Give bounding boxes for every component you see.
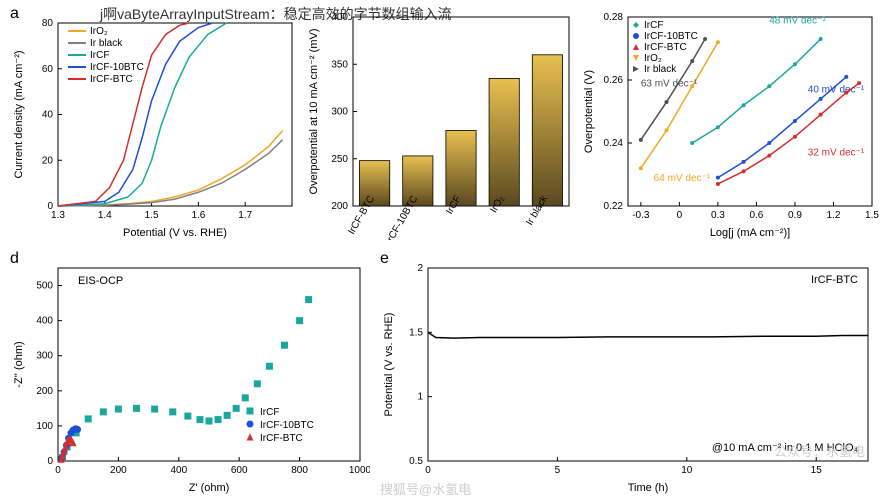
- bar: [532, 55, 562, 206]
- svg-text:IrCF-10BTC: IrCF-10BTC: [90, 62, 144, 73]
- svg-text:0.28: 0.28: [604, 12, 624, 23]
- svg-text:300: 300: [331, 107, 348, 118]
- svg-text:IrCF-BTC: IrCF-BTC: [811, 274, 858, 286]
- svg-text:-0.3: -0.3: [632, 210, 650, 221]
- series-line: [58, 23, 226, 206]
- svg-text:1.3: 1.3: [51, 210, 65, 221]
- svg-text:1.5: 1.5: [865, 210, 879, 221]
- svg-text:300: 300: [36, 351, 53, 362]
- series-line: [58, 23, 189, 206]
- svg-text:60: 60: [42, 64, 54, 75]
- svg-text:200: 200: [331, 201, 348, 212]
- svg-text:400: 400: [36, 316, 53, 327]
- svg-text:Z' (ohm): Z' (ohm): [189, 482, 230, 494]
- svg-text:1.4: 1.4: [98, 210, 112, 221]
- svg-text:0.9: 0.9: [788, 210, 802, 221]
- svg-text:1.6: 1.6: [191, 210, 205, 221]
- stability-trace: [428, 332, 868, 338]
- watermark-bottom: 搜狐号@水氢电: [380, 479, 471, 498]
- svg-text:800: 800: [291, 465, 308, 476]
- svg-text:0: 0: [677, 210, 683, 221]
- svg-text:Overpotential (V): Overpotential (V): [583, 70, 595, 153]
- svg-text:0: 0: [47, 456, 53, 467]
- watermark-right: 公众号：水氢电: [774, 441, 865, 460]
- svg-text:600: 600: [231, 465, 248, 476]
- svg-text:1: 1: [417, 392, 423, 403]
- svg-text:48 mV dec⁻¹: 48 mV dec⁻¹: [769, 15, 826, 26]
- svg-text:IrCF-10BTC: IrCF-10BTC: [644, 31, 698, 42]
- svg-text:0: 0: [425, 465, 431, 476]
- svg-text:IrCF-BTC: IrCF-BTC: [90, 74, 133, 85]
- svg-text:64 mV dec⁻¹: 64 mV dec⁻¹: [654, 173, 711, 184]
- svg-text:1.7: 1.7: [238, 210, 252, 221]
- svg-text:80: 80: [42, 18, 54, 29]
- svg-text:0.26: 0.26: [604, 75, 624, 86]
- panel-a-label: a: [10, 5, 19, 23]
- svg-text:350: 350: [331, 59, 348, 70]
- svg-text:250: 250: [331, 154, 348, 165]
- svg-text:100: 100: [36, 421, 53, 432]
- svg-text:0.6: 0.6: [749, 210, 763, 221]
- svg-text:1.5: 1.5: [145, 210, 159, 221]
- svg-text:IrCF-BTC: IrCF-BTC: [644, 42, 687, 53]
- series-line: [58, 131, 283, 206]
- svg-text:0.22: 0.22: [604, 201, 624, 212]
- svg-text:Current density (mA cm⁻²): Current density (mA cm⁻²): [13, 50, 25, 178]
- svg-text:0.24: 0.24: [604, 138, 624, 149]
- svg-text:Time (h): Time (h): [628, 482, 669, 494]
- svg-text:10: 10: [681, 465, 693, 476]
- svg-text:400: 400: [170, 465, 187, 476]
- svg-text:400: 400: [331, 12, 348, 23]
- series-line: [58, 140, 283, 206]
- svg-text:Ir black: Ir black: [524, 193, 550, 227]
- svg-text:IrO₂: IrO₂: [90, 26, 108, 37]
- bar: [489, 78, 519, 206]
- svg-text:5: 5: [555, 465, 561, 476]
- svg-text:1.2: 1.2: [827, 210, 841, 221]
- panel-b: 200 250 300 350 400 Overpotential at 10 mA cm…: [305, 5, 575, 240]
- svg-text:Ir black: Ir black: [644, 64, 677, 75]
- svg-text:0.3: 0.3: [711, 210, 725, 221]
- svg-text:500: 500: [36, 281, 53, 292]
- panel-e-label: e: [380, 250, 389, 268]
- svg-text:40 mV dec⁻¹: 40 mV dec⁻¹: [808, 85, 865, 96]
- svg-text:-Z'' (ohm): -Z'' (ohm): [13, 341, 25, 387]
- bar: [446, 130, 476, 206]
- svg-text:20: 20: [42, 155, 54, 166]
- svg-text:1000: 1000: [349, 465, 370, 476]
- svg-text:200: 200: [36, 386, 53, 397]
- svg-text:Overpotential at 10 mA cm⁻² (m: Overpotential at 10 mA cm⁻² (mV): [308, 29, 320, 195]
- svg-text:Log[j (mA cm⁻²)]: Log[j (mA cm⁻²)]: [710, 227, 790, 239]
- svg-text:40: 40: [42, 110, 54, 121]
- panel-c: -0.3 0 0.3 0.6 0.9 1.2 1.5 0.22 0.24 0.26 0.28 Log[…: [580, 5, 880, 240]
- svg-text:Ir black: Ir black: [90, 38, 123, 49]
- svg-text:Potential (V vs. RHE): Potential (V vs. RHE): [383, 313, 395, 417]
- svg-text:200: 200: [110, 465, 127, 476]
- panel-a: a 1.3 1.4 1.5 1.6 1.7 0 20 40 60 80 Potential (V v…: [10, 5, 300, 240]
- svg-text:0: 0: [55, 465, 61, 476]
- tafel-line: [718, 83, 859, 184]
- panel-d-label: d: [10, 250, 19, 268]
- svg-text:0: 0: [47, 201, 53, 212]
- svg-text:2: 2: [417, 263, 423, 274]
- svg-text:IrCF-10BTC: IrCF-10BTC: [260, 420, 314, 431]
- svg-text:Potential (V vs. RHE): Potential (V vs. RHE): [123, 227, 227, 239]
- svg-text:63 mV dec⁻¹: 63 mV dec⁻¹: [641, 78, 698, 89]
- svg-text:IrCF: IrCF: [90, 50, 109, 61]
- svg-text:1.5: 1.5: [409, 327, 423, 338]
- svg-text:15: 15: [811, 465, 823, 476]
- svg-text:IrO₂: IrO₂: [644, 53, 662, 64]
- panel-d: d 0 200 400 600 800 1000 0 100 200 300 400 500 Z' (o…: [10, 250, 370, 495]
- svg-text:EIS-OCP: EIS-OCP: [78, 275, 123, 287]
- svg-text:IrCF: IrCF: [644, 20, 663, 31]
- svg-text:IrCF: IrCF: [260, 407, 279, 418]
- svg-text:32 mV dec⁻¹: 32 mV dec⁻¹: [808, 148, 865, 159]
- svg-text:IrCF-BTC: IrCF-BTC: [260, 433, 303, 444]
- svg-text:0.5: 0.5: [409, 456, 423, 467]
